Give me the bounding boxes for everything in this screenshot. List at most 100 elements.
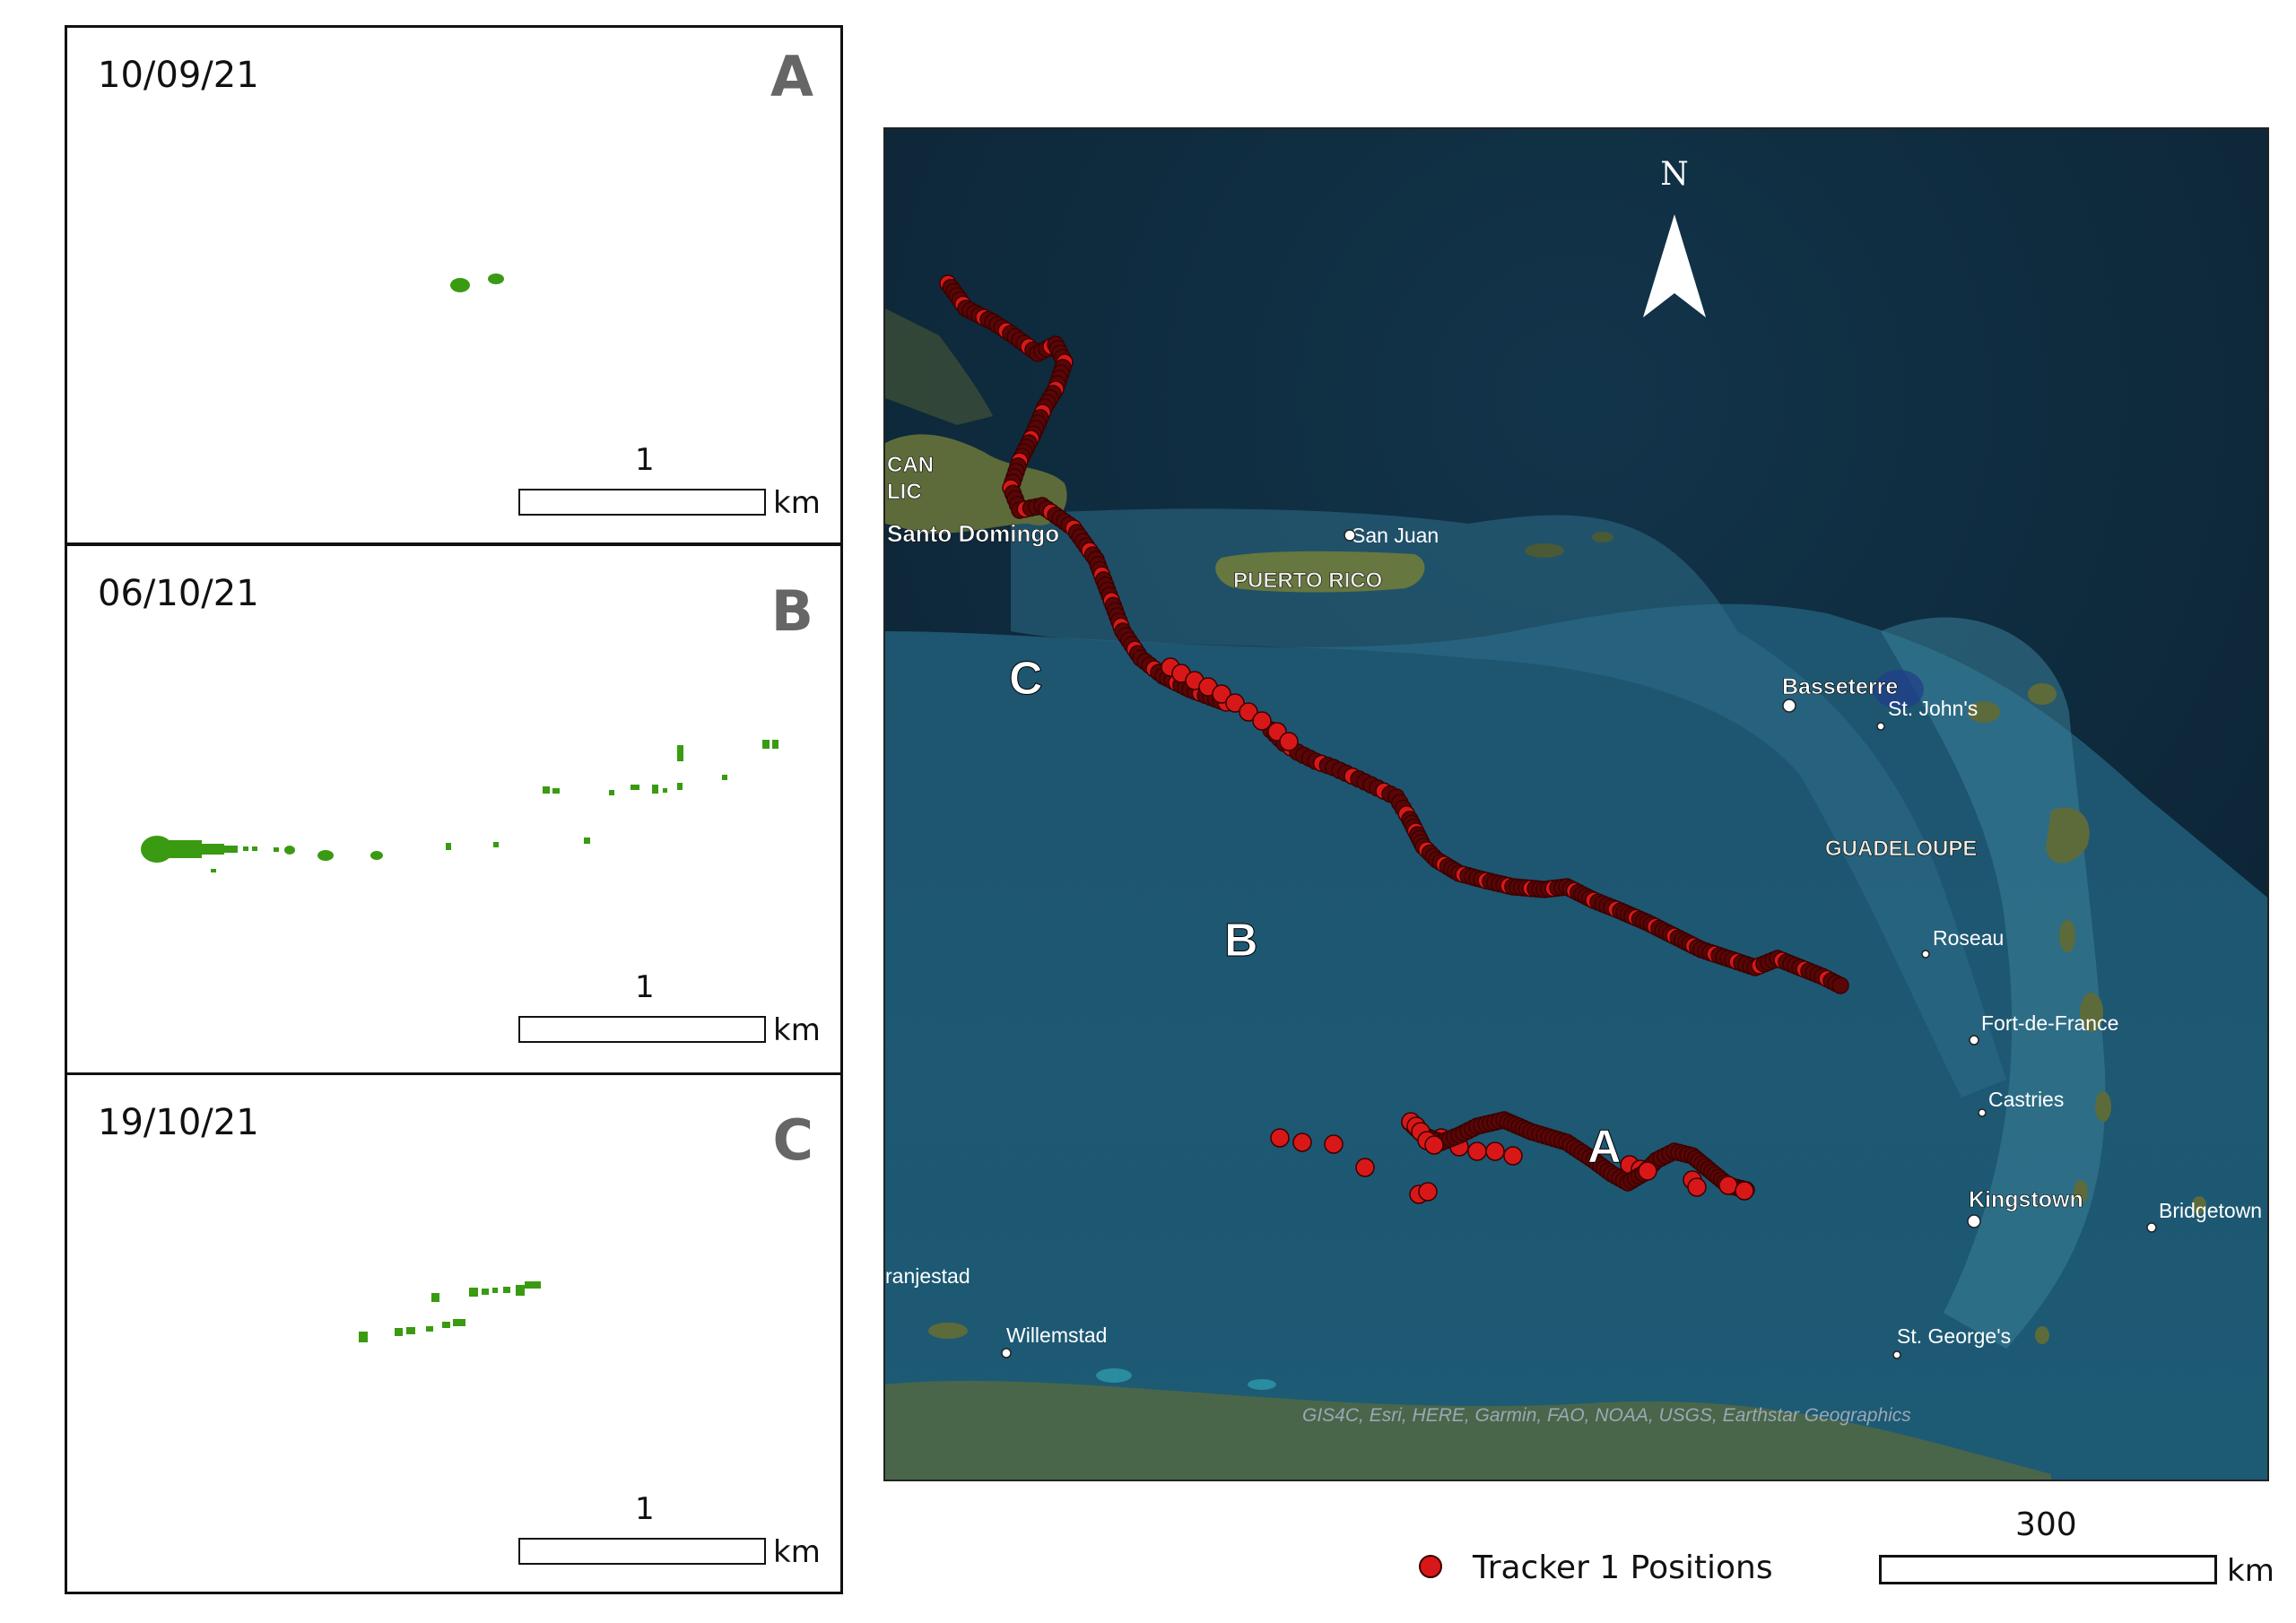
city-dot (2146, 1222, 2157, 1233)
city-dot (1969, 1035, 1979, 1046)
label-dominican-1: CAN (887, 453, 934, 477)
tracker-position (1718, 1176, 1738, 1195)
panel-c: 19/10/21 C 1 km (65, 1072, 843, 1594)
track-marker-b: B (1224, 915, 1258, 967)
sargassum-patch (370, 851, 383, 860)
tracker-position (1418, 1182, 1438, 1202)
panel-b-sargassum (141, 740, 778, 872)
track-marker-a: A (1587, 1121, 1622, 1173)
tracker-position (1735, 1181, 1754, 1201)
sargassum-patch (317, 850, 334, 861)
panel-c-sargassum (359, 1281, 541, 1342)
sargassum-patch (431, 1293, 439, 1302)
legend-marker (1419, 1555, 1442, 1578)
barbuda (1874, 670, 1924, 709)
sargassum-patch (663, 788, 667, 793)
north-arrow: N (1643, 156, 1706, 317)
sargassum-patch (677, 745, 683, 761)
city-dot (1344, 529, 1356, 542)
panel-a-letter: A (770, 44, 813, 109)
sargassum-patch (446, 843, 451, 850)
map-scale-bar (1879, 1555, 2217, 1584)
tracker-position (1270, 1128, 1290, 1148)
label-roseau: Roseau (1933, 926, 2004, 950)
sargassum-patch (516, 1285, 525, 1296)
st-vincent (2074, 1180, 2088, 1203)
sargassum-patch (488, 273, 504, 284)
scale-bar (518, 1016, 766, 1043)
map-canvas: CAN LIC Santo Domingo PUERTO RICO Basset… (885, 129, 2267, 1480)
panel-c-scalebar: 1 km (518, 1491, 832, 1581)
label-fort-de-france: Fort-de-France (1981, 1011, 2118, 1035)
sargassum-patch (552, 788, 560, 794)
panel-a-date: 10/09/21 (98, 55, 259, 96)
anegada (1592, 532, 1613, 542)
sargassum-patch (722, 775, 727, 780)
city-dot (1876, 722, 1885, 731)
scale-unit: km (773, 1012, 821, 1048)
sargassum-patch (166, 840, 202, 858)
panel-b: 06/10/21 B (65, 543, 843, 1075)
tracker-position (1485, 1141, 1505, 1161)
sargassum-patch (492, 1288, 498, 1293)
tracker-position (1687, 1177, 1707, 1197)
map-attribution: GIS4C, Esri, HERE, Garmin, FAO, NOAA, US… (1302, 1405, 1911, 1426)
north-label: N (1660, 156, 1689, 193)
sargassum-patch (677, 783, 683, 790)
tracker-position (1279, 732, 1299, 751)
label-santo-domingo: Santo Domingo (887, 520, 1059, 547)
scale-value: 1 (635, 1491, 655, 1527)
panel-b-letter: B (770, 578, 813, 644)
sargassum-patch (482, 1289, 489, 1295)
guadeloupe-island (2046, 807, 2090, 864)
map-scale-unit: km (2227, 1553, 2274, 1589)
sargassum-patch (584, 838, 590, 844)
sargassum-patch (631, 785, 639, 790)
panel-a-sargassum (450, 273, 504, 292)
city-dot (1978, 1108, 1987, 1117)
sargassum-patch (211, 869, 216, 872)
bonaire (1096, 1368, 1132, 1383)
sargassum-patch (395, 1328, 403, 1336)
sargassum-patch (762, 740, 770, 749)
sargassum-patch (426, 1326, 433, 1332)
city-dot (1892, 1350, 1901, 1359)
north-arrow-shape (1643, 214, 1706, 317)
martinique (2080, 993, 2103, 1032)
tracker-position (1638, 1161, 1657, 1181)
panel-b-date: 06/10/21 (98, 573, 259, 614)
label-st-johns: St. John's (1888, 697, 1978, 720)
city-dot (1782, 699, 1796, 713)
label-guadeloupe: GUADELOUPE (1825, 837, 1977, 861)
curacao (928, 1323, 968, 1339)
sargassum-patch (252, 846, 257, 851)
label-san-juan: San Juan (1352, 524, 1439, 547)
tracker-position (1212, 684, 1231, 704)
tracker-position (1831, 976, 1849, 994)
caribbean-map: CAN LIC Santo Domingo PUERTO RICO Basset… (883, 127, 2269, 1481)
panel-c-date: 19/10/21 (98, 1102, 259, 1143)
sargassum-patch (359, 1332, 368, 1342)
city-dot (1001, 1348, 1012, 1358)
legend: Tracker 1 Positions (1417, 1542, 1794, 1587)
label-bridgetown: Bridgetown (2159, 1199, 2262, 1222)
st-lucia (2095, 1091, 2111, 1122)
label-oranjestad: ranjestad (885, 1264, 970, 1288)
sargassum-patch (141, 836, 173, 863)
island-shelf (1011, 508, 2006, 1098)
tracker-position (1424, 1135, 1444, 1155)
scale-value: 1 (635, 969, 655, 1005)
tracker-position (1292, 1133, 1312, 1152)
tracker-position (1467, 1141, 1487, 1161)
scale-value: 1 (635, 442, 655, 478)
lesser-antilles-shelf (1881, 617, 2106, 1349)
tracker-position (1503, 1146, 1523, 1166)
barbados (2192, 1196, 2206, 1214)
sargassum-patch (525, 1281, 541, 1289)
label-willemstad: Willemstad (1006, 1324, 1107, 1347)
scale-unit: km (773, 1534, 821, 1570)
puerto-rico (1215, 551, 1425, 593)
map-scale-value: 300 (2015, 1506, 2077, 1543)
sargassum-patch (772, 740, 778, 749)
st-kitts (1968, 701, 2000, 723)
